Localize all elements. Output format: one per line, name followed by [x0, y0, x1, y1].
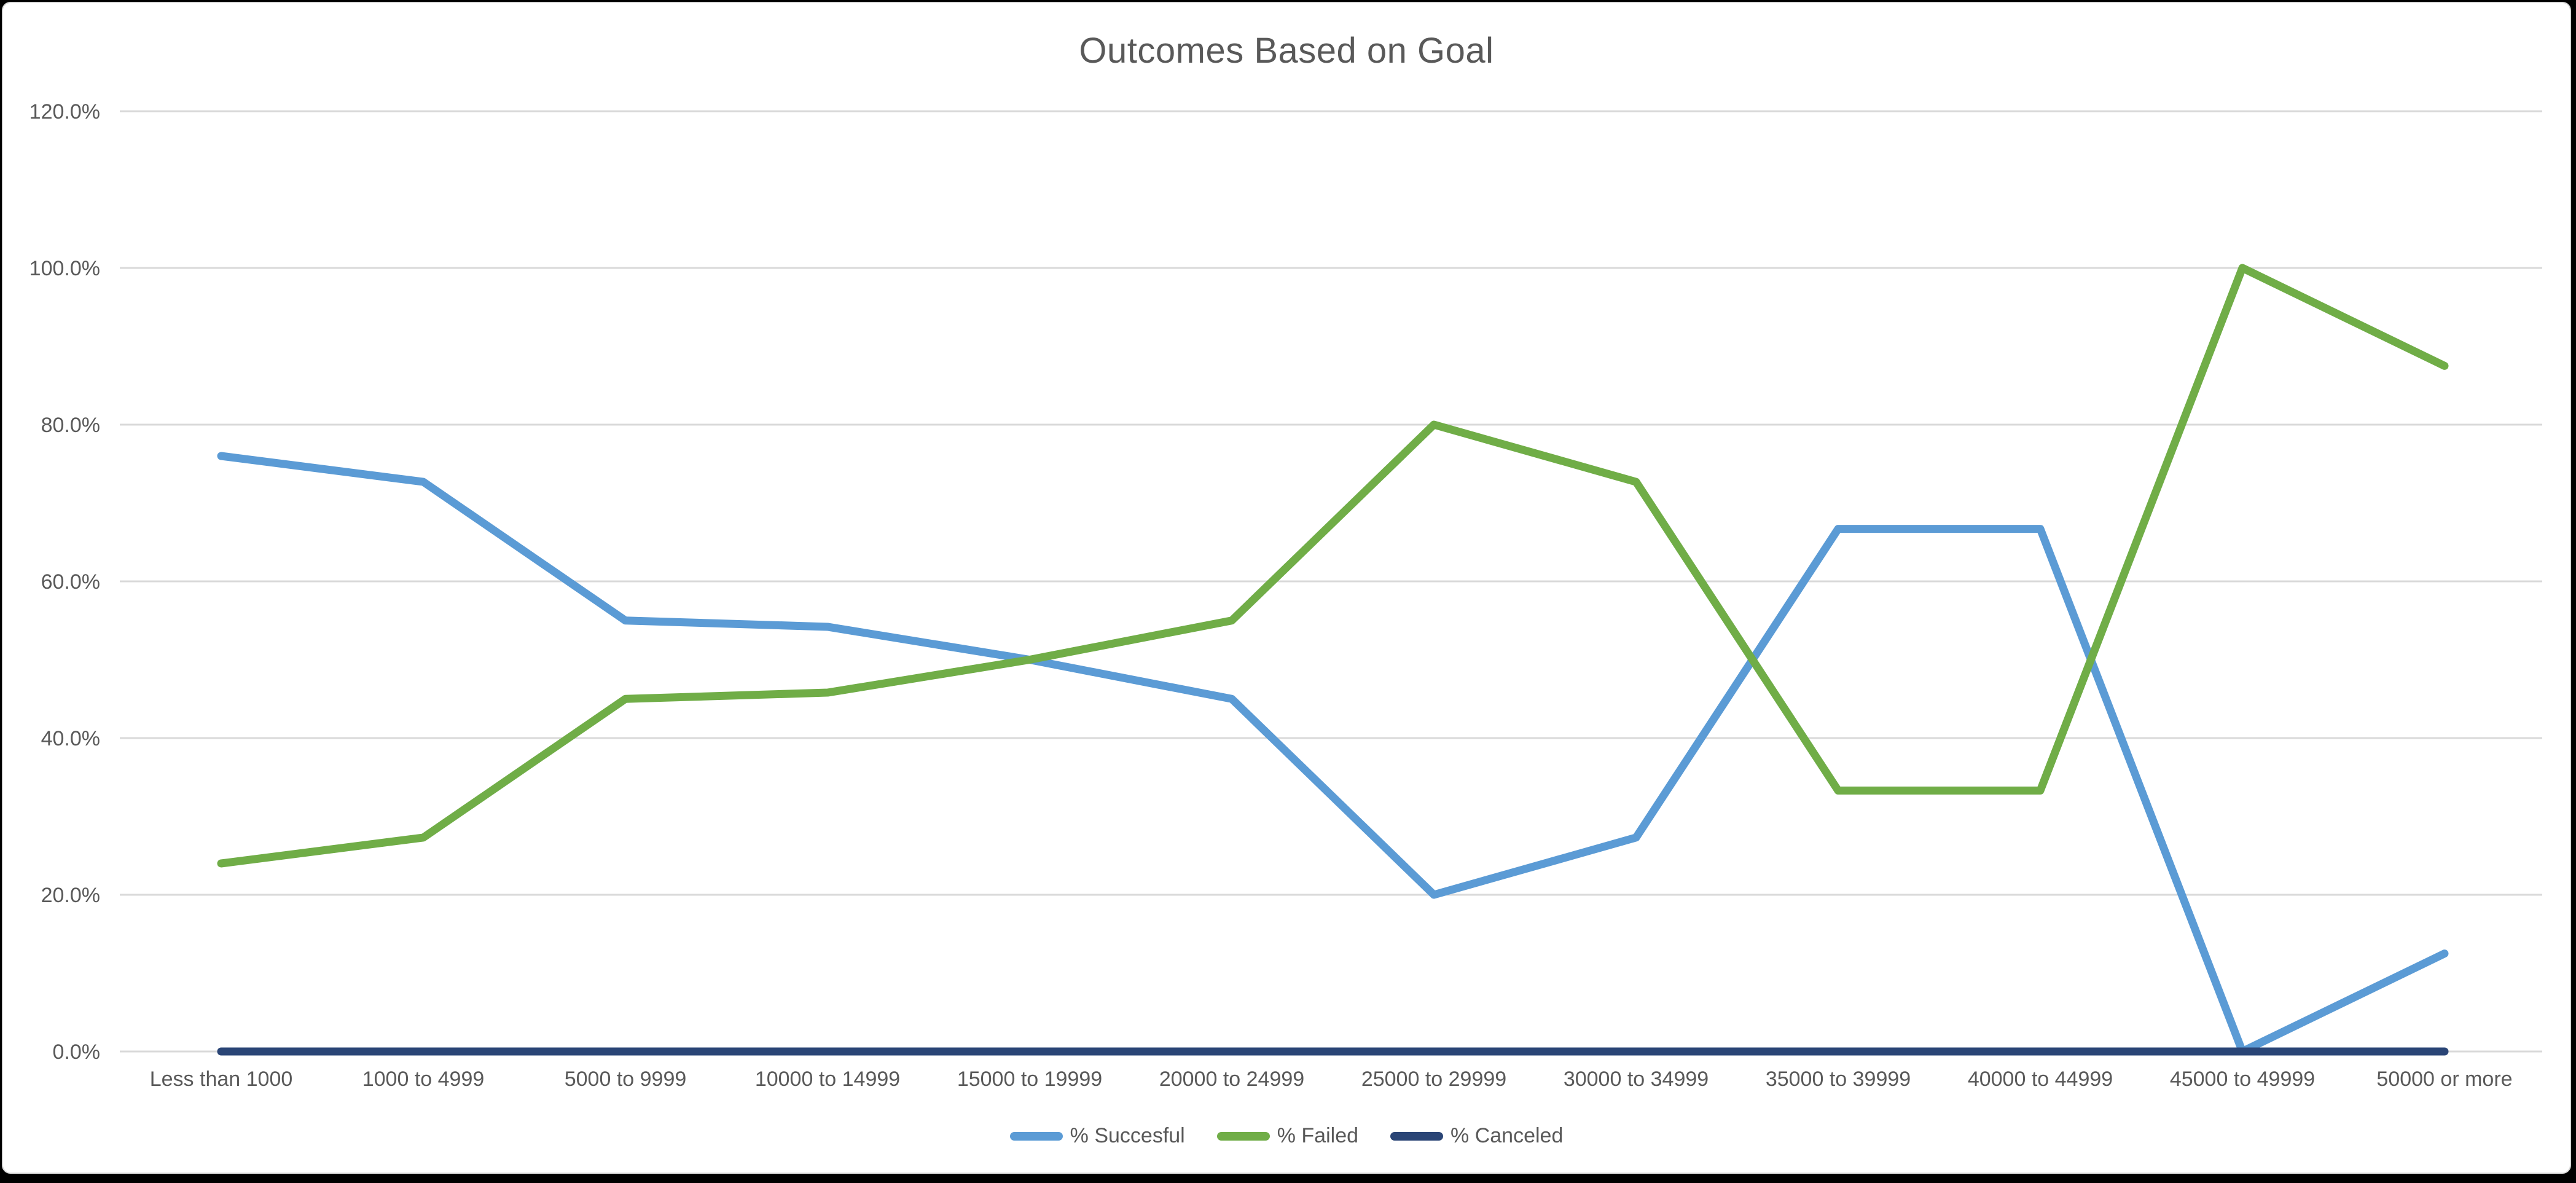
x-axis-category-label: 20000 to 24999	[1159, 1067, 1304, 1091]
y-axis-tick-label: 80.0%	[41, 414, 100, 437]
y-axis-tick-label: 120.0%	[29, 100, 100, 124]
x-axis-category-label: 15000 to 19999	[957, 1067, 1102, 1091]
x-axis-category-label: 25000 to 29999	[1361, 1067, 1506, 1091]
y-axis-tick-label: 60.0%	[41, 570, 100, 594]
legend-label: % Succesful	[1070, 1124, 1185, 1147]
legend-label: % Failed	[1277, 1124, 1359, 1147]
x-axis-category-label: 30000 to 34999	[1564, 1067, 1709, 1091]
y-axis-tick-label: 40.0%	[41, 727, 100, 750]
x-axis-category-label: 5000 to 9999	[565, 1067, 687, 1091]
chart-plot: 0.0% 20.0% 40.0% 60.0% 80.0% 100.0% 120.0% Less…	[29, 100, 2542, 1091]
x-axis-category-label: 45000 to 49999	[2170, 1067, 2315, 1091]
legend-item: % Canceled	[1390, 1124, 1563, 1148]
x-axis-category-label: 35000 to 39999	[1766, 1067, 1911, 1091]
chart-title: Outcomes Based on Goal	[1079, 31, 1494, 71]
legend-swatch-icon	[1390, 1131, 1444, 1141]
y-axis-tick-label: 0.0%	[53, 1040, 101, 1064]
legend-label: % Canceled	[1450, 1124, 1564, 1147]
x-axis-category-label: 1000 to 4999	[362, 1067, 485, 1091]
x-axis-category-label: Less than 1000	[150, 1067, 293, 1091]
y-axis-tick-label: 100.0%	[29, 257, 100, 280]
legend-swatch-icon	[1216, 1131, 1270, 1141]
legend-swatch-icon	[1009, 1131, 1063, 1141]
series-line-succesful	[217, 452, 2449, 1056]
legend-item: % Failed	[1216, 1124, 1359, 1148]
y-axis-tick-label: 20.0%	[41, 884, 100, 907]
x-axis-category-label: 10000 to 14999	[755, 1067, 900, 1091]
x-axis-category-label: 50000 or more	[2376, 1067, 2512, 1091]
x-axis-category-label: 40000 to 44999	[1968, 1067, 2113, 1091]
chart-legend: % Succesful % Failed % Canceled	[3, 1124, 2570, 1148]
series-line-failed	[217, 264, 2449, 868]
legend-item: % Succesful	[1009, 1124, 1185, 1148]
